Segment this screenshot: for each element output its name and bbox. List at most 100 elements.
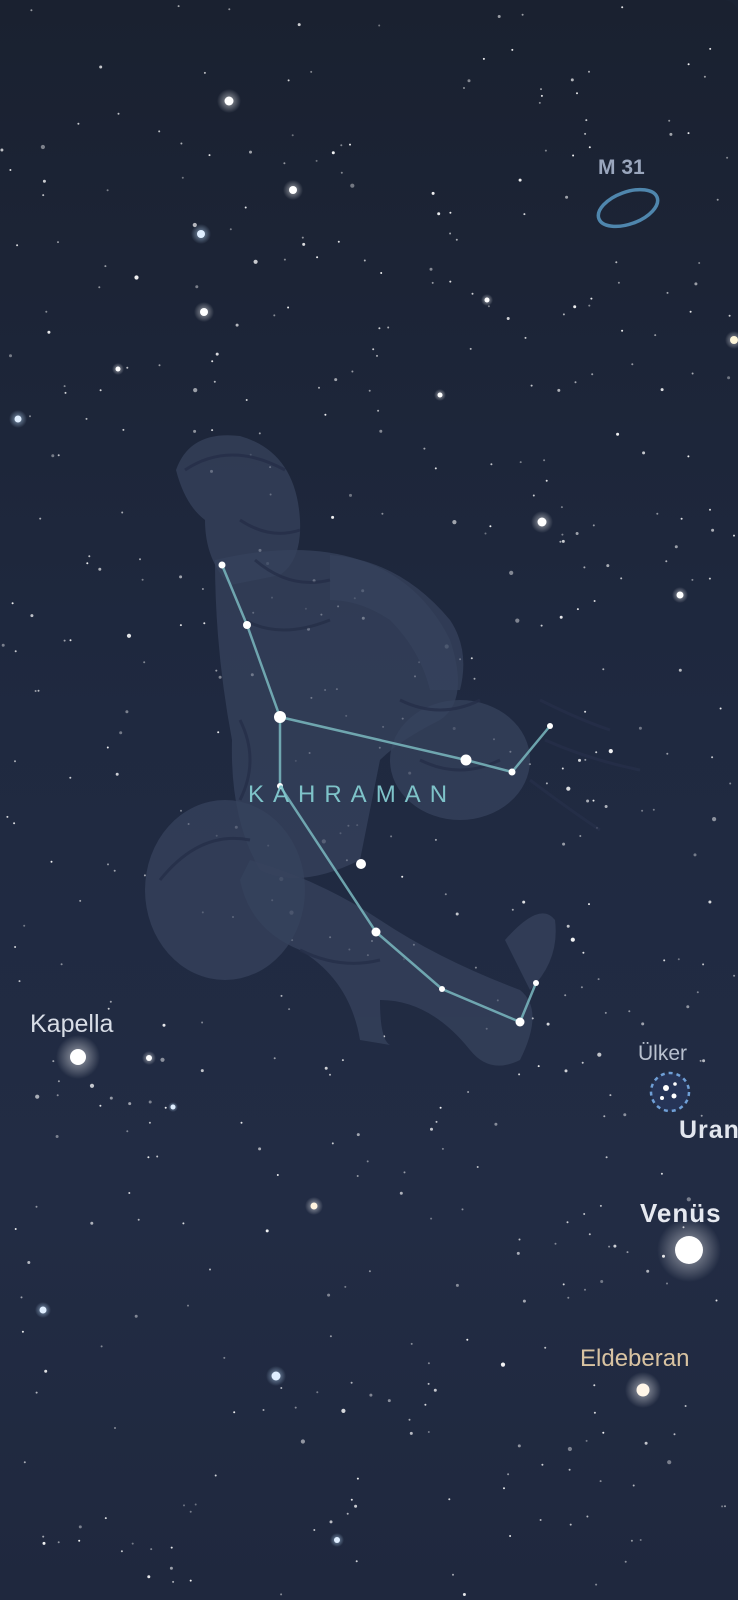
faint-star	[331, 151, 335, 155]
m31-galaxy-marker[interactable]	[593, 182, 662, 233]
faint-star	[474, 966, 477, 969]
faint-star	[429, 267, 433, 271]
faint-star	[733, 534, 735, 537]
eldeberan-label[interactable]: Eldeberan	[580, 1345, 690, 1372]
constellation-figure-illustration	[145, 435, 641, 1066]
faint-star	[356, 1477, 359, 1480]
faint-star	[567, 1446, 573, 1452]
faint-star	[609, 1094, 612, 1097]
faint-star	[30, 614, 34, 618]
constellation-lines	[220, 564, 551, 1024]
faint-star	[530, 384, 533, 387]
faint-star	[615, 261, 618, 264]
venus-planet[interactable]	[657, 1218, 721, 1282]
faint-star	[524, 336, 527, 339]
faint-star	[16, 244, 19, 247]
faint-star	[544, 1346, 547, 1349]
faint-star	[469, 347, 472, 350]
faint-star	[117, 112, 120, 115]
faint-star	[699, 1059, 702, 1062]
faint-star	[158, 364, 161, 367]
faint-star	[249, 150, 252, 154]
faint-star	[18, 980, 21, 983]
faint-star	[566, 1221, 569, 1224]
faint-star	[616, 432, 620, 436]
faint-star	[258, 1147, 262, 1151]
faint-star	[223, 1356, 226, 1359]
faint-star	[215, 669, 218, 672]
faint-star	[187, 1304, 189, 1307]
pleiades-cluster-marker[interactable]	[649, 1071, 691, 1113]
faint-star	[570, 78, 574, 82]
faint-star	[566, 924, 570, 928]
faint-star	[584, 1288, 586, 1291]
faint-star	[351, 370, 354, 373]
faint-star	[78, 1525, 82, 1529]
faint-star	[562, 1283, 565, 1286]
faint-star	[476, 1166, 479, 1168]
faint-star	[294, 1406, 297, 1409]
faint-star	[444, 893, 447, 896]
faint-star	[182, 1222, 185, 1225]
faint-star	[592, 524, 595, 527]
faint-star	[350, 1498, 353, 1501]
faint-star	[283, 162, 286, 165]
faint-star	[557, 388, 561, 392]
faint-star	[331, 1142, 334, 1145]
faint-star	[684, 1405, 687, 1407]
kapella-label[interactable]: Kapella	[30, 1010, 114, 1038]
faint-star	[378, 24, 381, 27]
faint-star	[588, 146, 591, 149]
faint-star	[288, 1008, 291, 1011]
faint-star	[55, 1135, 59, 1138]
faint-star	[621, 329, 624, 332]
uranus-label[interactable]: Uran	[679, 1116, 738, 1144]
faint-star	[183, 1504, 185, 1507]
eldeberan-star[interactable]	[625, 1372, 661, 1408]
faint-star	[14, 1228, 17, 1230]
faint-star	[599, 1480, 602, 1483]
faint-star	[235, 323, 239, 327]
faint-star	[20, 1296, 23, 1299]
faint-star	[98, 567, 102, 571]
faint-star	[244, 206, 247, 209]
faint-star	[463, 87, 465, 89]
faint-star	[179, 575, 183, 579]
faint-star	[433, 1388, 437, 1392]
faint-star	[452, 520, 457, 525]
faint-star	[700, 1114, 703, 1117]
constellation-name-label[interactable]: KAHRAMAN	[248, 781, 457, 808]
faint-star	[368, 389, 371, 392]
faint-star	[355, 1560, 358, 1563]
faint-star	[381, 512, 384, 515]
faint-star	[663, 959, 666, 962]
faint-star	[639, 1539, 642, 1541]
faint-star	[180, 142, 183, 145]
faint-star	[1, 643, 5, 647]
faint-star	[369, 1393, 373, 1397]
faint-star	[63, 639, 66, 642]
faint-star	[107, 1007, 110, 1010]
faint-star	[545, 479, 548, 482]
faint-star	[366, 1160, 369, 1163]
faint-star	[572, 154, 575, 157]
faint-star	[217, 731, 220, 734]
faint-star	[715, 1299, 718, 1302]
faint-star	[200, 1069, 204, 1073]
faint-star	[262, 1409, 265, 1411]
ulker-label[interactable]: Ülker	[638, 1042, 688, 1065]
venus-label[interactable]: Venüs	[640, 1198, 722, 1228]
m31-label[interactable]: M 31	[598, 156, 645, 179]
faint-star	[466, 1338, 469, 1341]
faint-star	[215, 352, 219, 356]
faint-star	[678, 668, 682, 672]
faint-star	[518, 1073, 521, 1076]
faint-star	[134, 275, 139, 280]
faint-star	[42, 1535, 45, 1538]
kapella-star[interactable]	[56, 1035, 100, 1079]
faint-star	[229, 228, 232, 231]
faint-star	[150, 1548, 153, 1551]
faint-star	[585, 119, 588, 122]
faint-star	[35, 1094, 40, 1099]
